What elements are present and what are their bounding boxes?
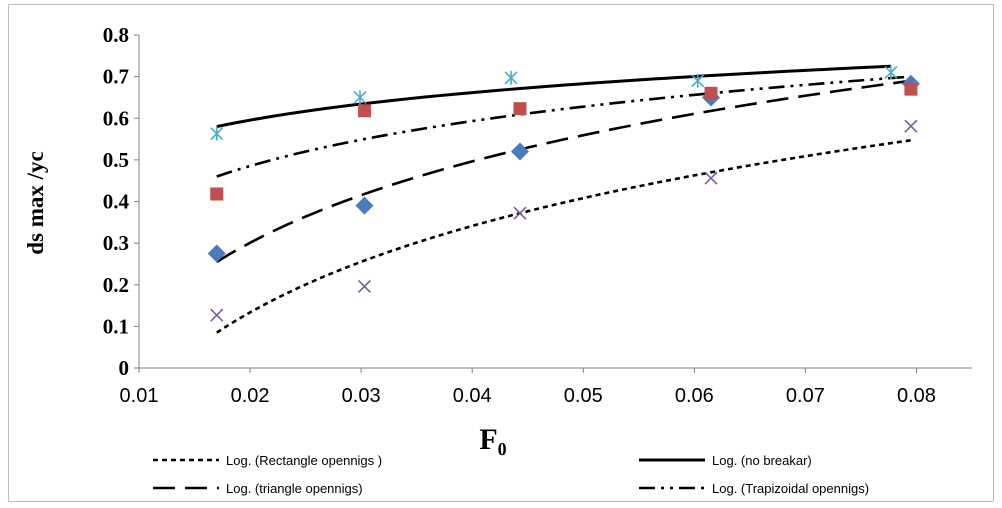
legend-label-no_breaker: Log. (no breakar) xyxy=(712,453,812,468)
legend-label-trapezoidal: Log. (Trapizoidal opennigs) xyxy=(712,481,869,496)
tick-labels: 0 0.1 0.2 0.3 0.4 0.5 0.6 0.7 0.8 0.01 0.02 0.03 0.0… xyxy=(103,23,936,407)
x-tick-label: 0.04 xyxy=(453,385,492,407)
x-tick-label: 0.02 xyxy=(231,385,270,407)
y-tick-label: 0.8 xyxy=(103,23,129,47)
y-tick-label: 0.2 xyxy=(103,273,129,297)
x-tick-label: 0.03 xyxy=(342,385,381,407)
legend: Log. (Rectangle opennigs ) Log. (no break… xyxy=(153,453,869,496)
y-tick-label: 0 xyxy=(119,356,130,380)
trendline-triangle xyxy=(216,79,912,263)
x-tick-label: 0.01 xyxy=(120,385,159,407)
data-point-rectangle xyxy=(357,279,372,293)
y-axis-label: ds max /yc xyxy=(23,151,48,255)
x-tick-label: 0.06 xyxy=(675,385,714,407)
data-point-triangle xyxy=(510,142,529,161)
y-tick-label: 0.4 xyxy=(103,190,130,214)
x-axis-label: F₀ xyxy=(479,423,506,456)
y-tick-label: 0.7 xyxy=(103,65,129,89)
trendline-no_breaker xyxy=(216,64,891,129)
legend-label-rectangle: Log. (Rectangle opennigs ) xyxy=(226,453,382,468)
trendlines xyxy=(216,64,912,334)
data-point-no_breaker xyxy=(884,65,898,80)
y-tick-label: 0.6 xyxy=(103,106,129,130)
data-point-trapezoidal xyxy=(210,187,224,201)
trendline-trapezoidal xyxy=(216,75,912,178)
data-point-rectangle xyxy=(210,308,224,322)
data-point-no_breaker xyxy=(210,126,224,141)
data-point-triangle xyxy=(355,196,374,215)
data-point-trapezoidal xyxy=(904,82,918,96)
data-point-rectangle xyxy=(513,206,527,220)
data-point-rectangle xyxy=(904,119,918,133)
y-tick-label: 0.3 xyxy=(103,231,129,255)
x-tick-label: 0.05 xyxy=(564,385,603,407)
y-tick-label: 0.1 xyxy=(103,314,129,338)
y-tick-label: 0.5 xyxy=(103,148,129,172)
chart-svg: 0 0.1 0.2 0.3 0.4 0.5 0.6 0.7 0.8 0.01 0.02 0.03 0.0… xyxy=(23,23,972,496)
chart-frame: 0 0.1 0.2 0.3 0.4 0.5 0.6 0.7 0.8 0.01 0.02 0.03 0.0… xyxy=(8,4,994,502)
data-point-no_breaker xyxy=(353,90,367,105)
data-point-triangle xyxy=(207,244,226,263)
x-tick-label: 0.07 xyxy=(786,385,825,407)
data-markers xyxy=(207,65,920,322)
x-tick-label: 0.08 xyxy=(897,385,936,407)
data-point-trapezoidal xyxy=(513,102,527,116)
data-point-no_breaker xyxy=(504,70,518,85)
data-point-no_breaker xyxy=(691,73,705,88)
data-point-rectangle xyxy=(704,171,718,185)
data-point-trapezoidal xyxy=(704,86,718,100)
trendline-rectangle xyxy=(216,139,912,334)
legend-label-triangle: Log. (triangle opennigs) xyxy=(226,481,363,496)
data-point-trapezoidal xyxy=(357,104,371,118)
